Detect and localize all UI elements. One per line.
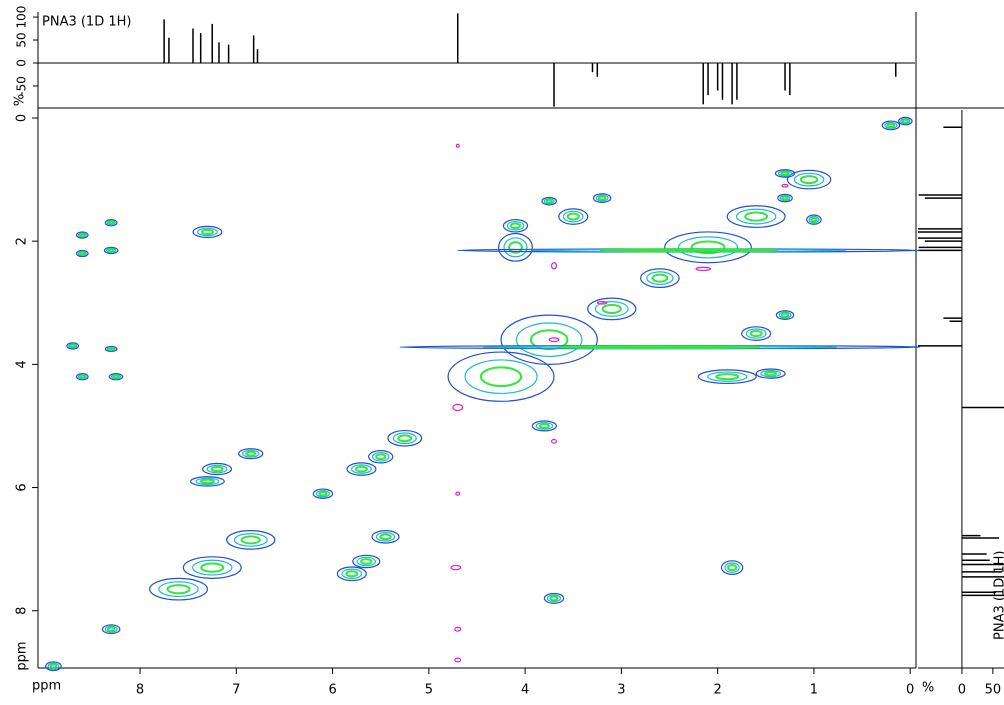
y-tick-label: 4 [15,360,30,368]
y-axis-label: ppm [15,641,30,670]
y-tick-label: 6 [15,483,30,491]
x-tick-label: 1 [810,683,818,698]
side-x-tick-label: 0 [958,683,966,698]
spectrum-y-tick-label: -50 [15,76,29,96]
y-tick-label: 8 [15,607,30,615]
side-x-label: % [922,681,934,696]
y-tick-label: 2 [15,237,30,245]
x-tick-label: 5 [425,683,433,698]
cross-peak-contour [601,249,777,251]
x-tick-label: 7 [232,683,240,698]
side-x-tick-label: 50 [985,683,1002,698]
y-tick-label: 0 [15,114,30,122]
spectrum-y-tick-label: 0 [15,59,29,67]
cross-peak-contour [561,346,759,348]
spectrum-y-tick-label: 100 [15,6,29,29]
x-tick-label: 2 [714,683,722,698]
x-tick-label: 8 [136,683,144,698]
chart-title: PNA3 (1D 1H) [42,15,131,30]
x-axis-label: ppm [32,679,61,694]
x-tick-label: 3 [617,683,625,698]
spectrum-y-tick-label: 50 [15,32,29,47]
x-tick-label: 0 [906,683,914,698]
x-tick-label: 6 [328,683,336,698]
cross-peak-contour [109,348,113,350]
x-tick-label: 4 [521,683,529,698]
